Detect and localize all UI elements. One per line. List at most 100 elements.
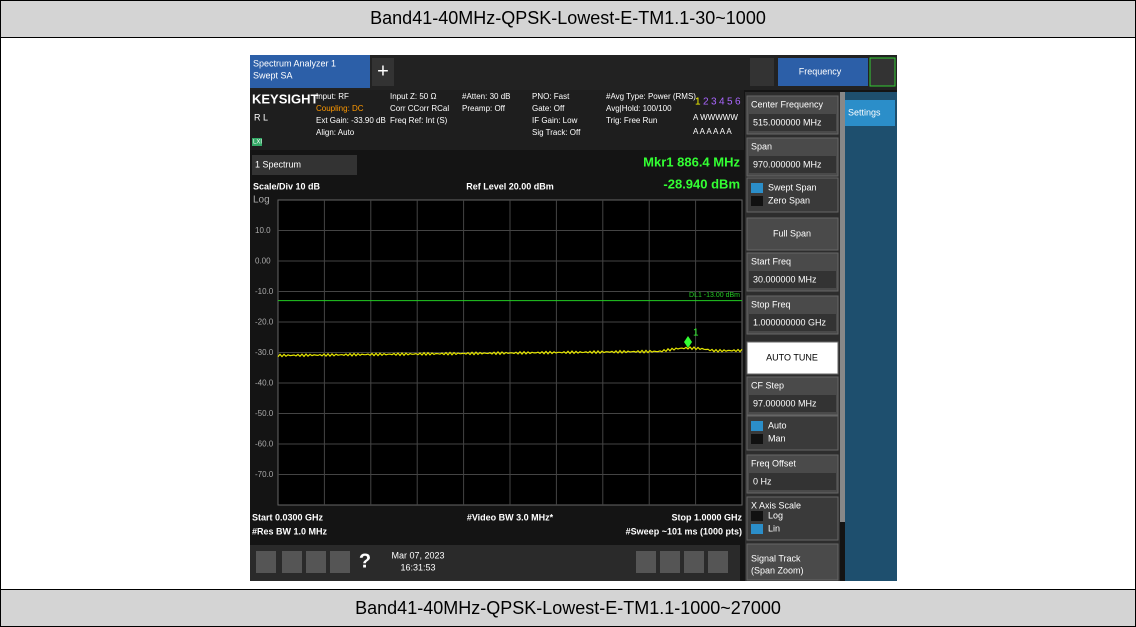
- trace-number: 1: [695, 97, 701, 108]
- settings-label: Settings: [848, 107, 881, 117]
- taskbar-icon[interactable]: [660, 551, 680, 573]
- auto-tune: AUTO TUNE: [766, 352, 818, 362]
- value-box: [749, 271, 836, 288]
- panel-box[interactable]: [746, 217, 839, 251]
- trace-number: 2: [703, 97, 709, 108]
- panel-label: X Axis Scale: [751, 500, 801, 510]
- taskbar-icon[interactable]: [306, 551, 326, 573]
- window-select[interactable]: [252, 155, 357, 175]
- lxi: LXI: [253, 140, 262, 146]
- start-freq: Start 0.0300 GHz: [252, 512, 324, 522]
- panel-value: 970.000000 MHz: [753, 159, 822, 169]
- value-box: [749, 395, 836, 412]
- trace-type: A WWWWW: [693, 113, 738, 122]
- y-label: -30.0: [255, 348, 274, 357]
- y-label: -10.0: [255, 287, 274, 296]
- scrollbar: [840, 92, 845, 522]
- option-label: Man: [768, 433, 786, 443]
- gear[interactable]: [750, 58, 774, 86]
- taskbar-icon[interactable]: [282, 551, 302, 573]
- panel-value: 1.000000000 GHz: [753, 317, 827, 327]
- full-span: Full Span: [773, 228, 811, 238]
- info-item: Ext Gain: -33.90 dB: [316, 116, 386, 125]
- option-indicator: [751, 434, 763, 444]
- y-label: 0.00: [255, 257, 271, 266]
- trace-number: 3: [711, 97, 717, 108]
- res-bw: #Res BW 1.0 MHz: [252, 526, 328, 536]
- panel-box[interactable]: [746, 543, 839, 581]
- marker-label: Mkr1 886.4 MHz: [643, 154, 740, 169]
- stop-freq: Stop 1.0000 GHz: [671, 512, 742, 522]
- option-label: Auto: [768, 420, 787, 430]
- header-row: [0, 0, 1136, 37]
- marker-diamond: [684, 336, 692, 348]
- trace: [277, 346, 743, 358]
- y-label: -40.0: [255, 379, 274, 388]
- date: Mar 07, 2023: [391, 550, 444, 560]
- info-item: Trig: Free Run: [606, 116, 657, 125]
- add-tab-label: +: [377, 60, 389, 82]
- option-indicator: [751, 421, 763, 431]
- panel-label: Center Frequency: [751, 99, 824, 109]
- y-label: -60.0: [255, 440, 274, 449]
- info-item: IF Gain: Low: [532, 116, 578, 125]
- brand: KEYSIGHT: [252, 91, 319, 106]
- status-icon: [869, 57, 896, 87]
- panel-label: Stop Freq: [751, 299, 791, 309]
- panel-boxes: [746, 95, 839, 581]
- menu-button[interactable]: [778, 58, 868, 86]
- info-item: Gate: Off: [532, 104, 565, 113]
- lxi-badge: [252, 138, 262, 146]
- option-label: Zero Span: [768, 195, 810, 205]
- option-label: Log: [768, 510, 783, 520]
- info-item: Input: RF: [316, 92, 349, 101]
- info-item: Corr CCorr RCal: [390, 104, 449, 113]
- time: 16:31:53: [400, 562, 435, 572]
- panel-value: 0 Hz: [753, 476, 772, 486]
- panel-label: Start Freq: [751, 256, 791, 266]
- value-box: [749, 314, 836, 331]
- tab-title: Spectrum Analyzer 1: [253, 58, 336, 68]
- limit-label: DL1 -13.00 dBm: [689, 292, 740, 299]
- taskbar-icon[interactable]: [330, 551, 350, 573]
- panel-label: Span: [751, 141, 772, 151]
- y-label: 10.0: [255, 226, 271, 235]
- rl: R L: [254, 112, 268, 122]
- tab[interactable]: [250, 55, 370, 88]
- panel-value: 97.000000 MHz: [753, 398, 817, 408]
- y-label: -20.0: [255, 318, 274, 327]
- trace-number: 5: [727, 97, 733, 108]
- sweep: #Sweep ~101 ms (1000 pts): [626, 526, 742, 536]
- info-item: Coupling: DC: [316, 104, 364, 113]
- settings-tab[interactable]: [845, 100, 895, 126]
- trace-detector: A A A A A A: [693, 127, 732, 136]
- panel-value: 30.000000 MHz: [753, 274, 817, 284]
- info-item: PNO: Fast: [532, 92, 570, 101]
- option-indicator: [751, 196, 763, 206]
- y-label: -50.0: [255, 409, 274, 418]
- log-label: Log: [253, 195, 270, 206]
- help: ?: [359, 550, 371, 572]
- add-tab[interactable]: [372, 58, 394, 86]
- info-item: Input Z: 50 Ω: [390, 92, 436, 101]
- taskbar-icon[interactable]: [256, 551, 276, 573]
- panel-label: Freq Offset: [751, 458, 796, 468]
- scale: Scale/Div 10 dB: [253, 181, 321, 191]
- panel-label: Signal Track: [751, 553, 801, 563]
- info-item: Align: Auto: [316, 128, 355, 137]
- video-bw: #Video BW 3.0 MHz*: [467, 512, 554, 522]
- panel-box[interactable]: [746, 341, 839, 375]
- marker-id: 1: [693, 328, 699, 339]
- info-item: Freq Ref: Int (S): [390, 116, 448, 125]
- option-label: Lin: [768, 523, 780, 533]
- footer-title: Band41-40MHz-QPSK-Lowest-E-TM1.1-1000~27…: [355, 598, 781, 618]
- value-box: [749, 114, 836, 131]
- taskbar-icon[interactable]: [708, 551, 728, 573]
- value-box: [749, 473, 836, 490]
- info-item: Sig Track: Off: [532, 128, 581, 137]
- taskbar-icon[interactable]: [684, 551, 704, 573]
- taskbar-icon[interactable]: [636, 551, 656, 573]
- footer-row: [0, 589, 1136, 627]
